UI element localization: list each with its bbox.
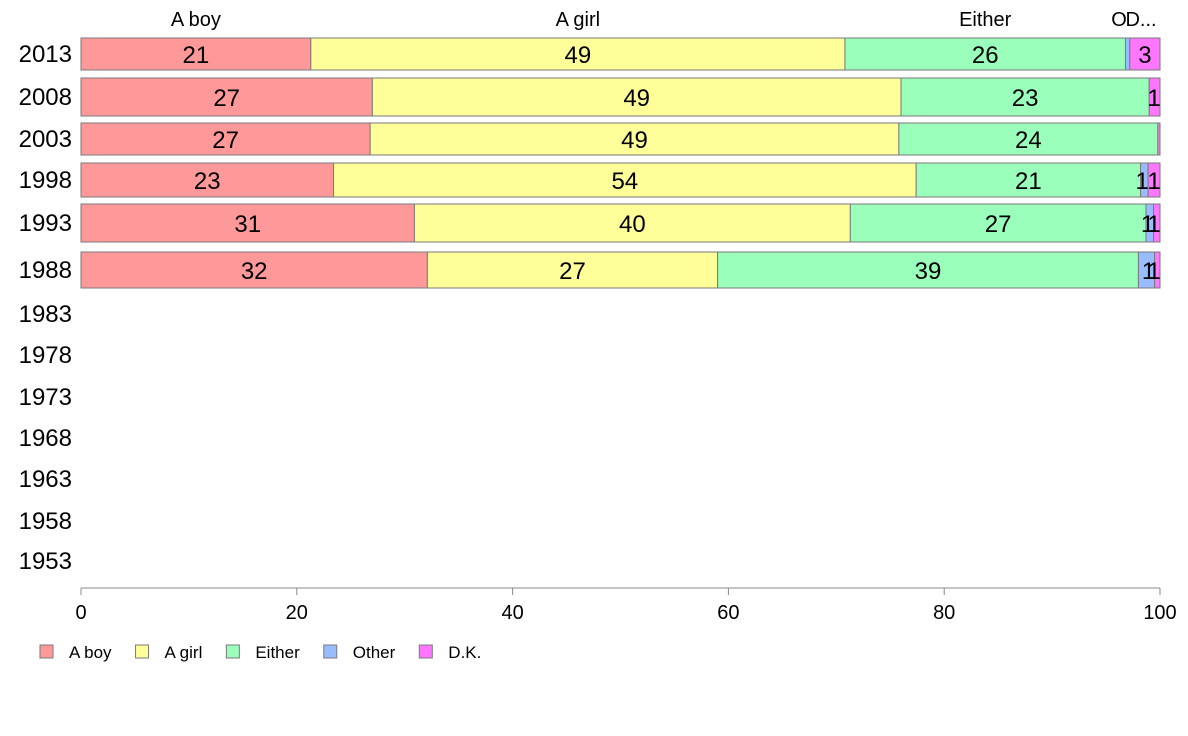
column-header-either: Either xyxy=(959,9,1012,31)
column-header-o: O xyxy=(1111,9,1127,31)
data-label-either-2013: 26 xyxy=(972,42,999,69)
data-label-either-1993: 27 xyxy=(985,211,1012,238)
bar-either-2013 xyxy=(844,37,1126,71)
bar-either-1993 xyxy=(849,203,1147,243)
bar-rows: 2013 21 49 26 3 2008 27 49 23 1 2003 27 49 24 1998 23 54… xyxy=(19,37,1161,575)
bar-d-k-1993 xyxy=(1153,203,1161,243)
data-label-d-k-1988: 1 xyxy=(1147,258,1160,285)
data-label-a-girl-2013: 49 xyxy=(565,42,592,69)
data-label-other-1993: 1 xyxy=(1141,211,1154,238)
y-tick-label-1993: 1993 xyxy=(19,210,72,237)
x-tick-label-0: 0 xyxy=(75,602,86,624)
legend-swatch-a-girl xyxy=(135,644,150,659)
bar-a-boy-1988 xyxy=(80,251,428,289)
y-tick-label-1963: 1963 xyxy=(19,466,72,493)
y-tick-label-1978: 1978 xyxy=(19,342,72,369)
bar-either-1998 xyxy=(915,162,1142,198)
bar-a-girl-1998 xyxy=(332,162,917,198)
y-tick-label-1958: 1958 xyxy=(19,508,72,535)
y-tick-label-2008: 2008 xyxy=(19,84,72,111)
column-headers: A boy A girl Either OD... xyxy=(171,9,1157,31)
bar-a-girl-2013 xyxy=(310,37,846,71)
data-label-either-2003: 24 xyxy=(1015,127,1042,154)
data-label-a-boy-1993: 31 xyxy=(234,211,261,238)
bar-either-1988 xyxy=(717,251,1139,289)
bar-a-girl-1993 xyxy=(413,203,851,243)
bar-a-boy-2003 xyxy=(80,122,371,156)
legend: A boy A girl Either Other D.K. xyxy=(39,643,481,662)
legend-label-either: Either xyxy=(255,643,300,662)
column-header-a-girl: A girl xyxy=(556,9,600,31)
y-tick-label-2003: 2003 xyxy=(19,126,72,153)
data-label-a-girl-2008: 49 xyxy=(623,85,650,112)
bar-a-boy-2013 xyxy=(80,37,312,71)
bar-d-k-2013 xyxy=(1129,37,1161,71)
bar-d-k-2008 xyxy=(1148,77,1161,117)
bar-a-girl-1988 xyxy=(426,251,719,289)
data-label-a-girl-1988: 27 xyxy=(559,258,586,285)
bar-a-boy-1993 xyxy=(80,203,415,243)
data-label-a-boy-1998: 23 xyxy=(194,168,221,195)
x-tick-label-80: 80 xyxy=(933,602,955,624)
column-header-d: D... xyxy=(1125,9,1156,31)
data-label-other-1998: 1 xyxy=(1135,168,1148,195)
y-tick-label-1968: 1968 xyxy=(19,425,72,452)
data-label-other-1988: 1 xyxy=(1142,258,1155,285)
data-label-d-k-2013: 3 xyxy=(1138,42,1151,69)
bar-a-girl-2008 xyxy=(371,77,902,117)
legend-label-a-boy: A boy xyxy=(69,643,112,662)
x-tick-label-100: 100 xyxy=(1143,602,1176,624)
y-tick-label-1953: 1953 xyxy=(19,548,72,575)
data-label-d-k-2008: 1 xyxy=(1147,85,1160,112)
data-label-either-1988: 39 xyxy=(915,258,942,285)
x-tick-label-40: 40 xyxy=(501,602,523,624)
bar-d-k-1988 xyxy=(1154,251,1161,289)
legend-swatch-either xyxy=(225,644,240,659)
data-label-either-1998: 21 xyxy=(1015,168,1042,195)
x-tick-label-60: 60 xyxy=(717,602,739,624)
bar-a-boy-2008 xyxy=(80,77,373,117)
data-label-a-boy-2003: 27 xyxy=(212,127,239,154)
bar-a-boy-1998 xyxy=(80,162,334,198)
legend-swatch-other xyxy=(323,644,338,659)
y-tick-label-1998: 1998 xyxy=(19,167,72,194)
bar-other-2013 xyxy=(1124,37,1131,71)
bar-a-girl-2003 xyxy=(369,122,900,156)
data-label-a-boy-1988: 32 xyxy=(241,258,268,285)
legend-swatch-d-k xyxy=(418,644,433,659)
data-label-d-k-1998: 1 xyxy=(1147,168,1160,195)
column-header-a-boy: A boy xyxy=(171,9,221,31)
y-tick-label-2013: 2013 xyxy=(19,41,72,68)
y-tick-label-1983: 1983 xyxy=(19,301,72,328)
legend-label-other: Other xyxy=(353,643,396,662)
y-tick-label-1988: 1988 xyxy=(19,257,72,284)
data-label-a-girl-2003: 49 xyxy=(621,127,648,154)
x-axis: 0 20 40 60 80 100 xyxy=(75,587,1177,624)
data-label-a-boy-2008: 27 xyxy=(213,85,240,112)
legend-swatch-a-boy xyxy=(39,644,54,659)
legend-label-d-k: D.K. xyxy=(448,643,481,662)
data-label-a-girl-1998: 54 xyxy=(611,168,638,195)
data-label-d-k-1993: 1 xyxy=(1147,211,1160,238)
y-tick-label-1973: 1973 xyxy=(19,384,72,411)
bar-d-k-2003 xyxy=(1157,122,1161,156)
bar-d-k-1998 xyxy=(1147,162,1161,198)
x-tick-label-20: 20 xyxy=(286,602,308,624)
data-label-a-girl-1993: 40 xyxy=(619,211,646,238)
data-label-a-boy-2013: 21 xyxy=(183,42,210,69)
data-label-either-2008: 23 xyxy=(1012,85,1039,112)
bar-either-2008 xyxy=(900,77,1150,117)
bar-either-2003 xyxy=(898,122,1159,156)
legend-label-a-girl: A girl xyxy=(165,643,203,662)
